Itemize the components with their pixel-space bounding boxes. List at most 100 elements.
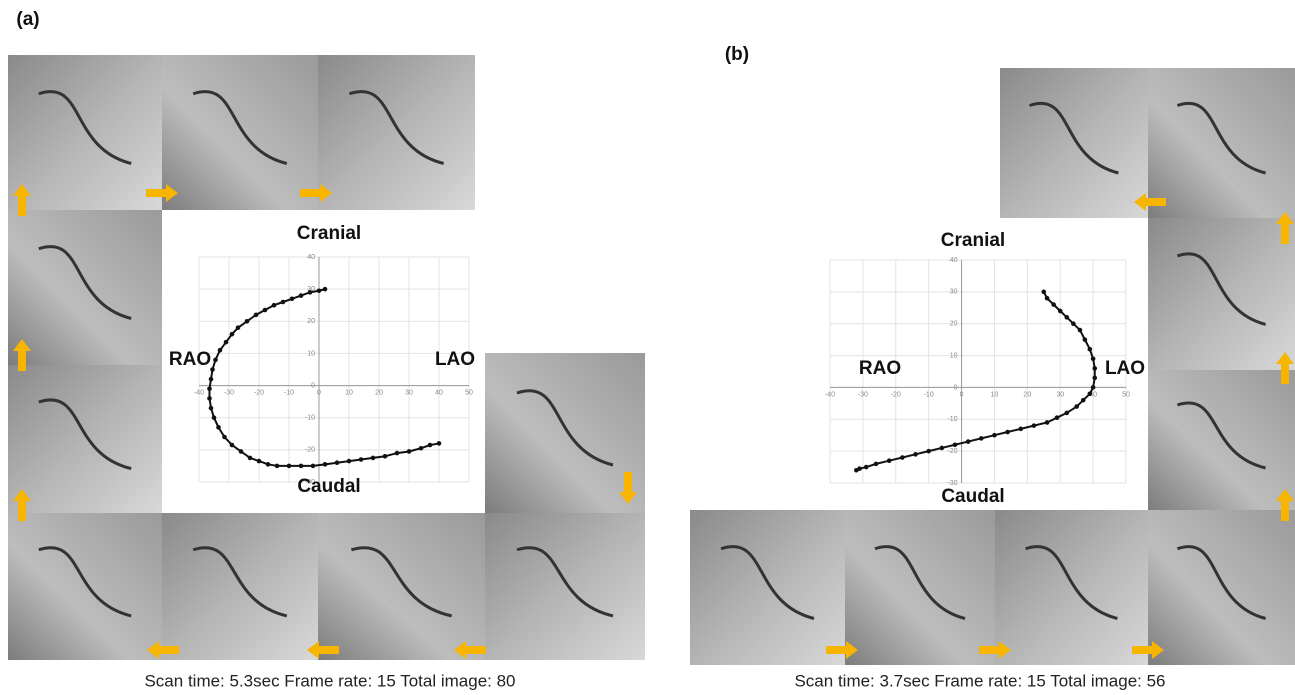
page: -40-30-20-1001020304050-30-20-1001020304… xyxy=(0,0,1295,695)
angiogram-image xyxy=(1000,68,1148,218)
trajectory-point xyxy=(1051,302,1056,307)
angiogram-image xyxy=(1148,510,1295,665)
trajectory-point xyxy=(1032,423,1037,428)
x-tick-label: 30 xyxy=(1056,391,1064,398)
caudal-label: Caudal xyxy=(941,486,1004,507)
trajectory-point xyxy=(245,319,250,324)
trajectory-point xyxy=(1045,420,1050,425)
trajectory-point xyxy=(900,455,905,460)
y-tick-label: 10 xyxy=(950,352,958,359)
y-tick-label: -20 xyxy=(305,447,315,454)
trajectory-point xyxy=(212,415,217,420)
angiogram-image xyxy=(485,513,645,660)
trajectory-point xyxy=(209,406,214,411)
trajectory-point xyxy=(395,451,400,456)
caption: Scan time: 3.7sec Frame rate: 15 Total i… xyxy=(794,671,1165,690)
trajectory-point xyxy=(1005,430,1010,435)
angiogram-image xyxy=(690,510,845,665)
angiogram-image xyxy=(162,55,318,210)
plot-area xyxy=(800,255,1141,488)
y-tick-label: 40 xyxy=(950,257,958,264)
y-tick-label: 40 xyxy=(307,254,315,261)
cranial-label: Cranial xyxy=(941,230,1005,251)
lao-label: LAO xyxy=(1105,358,1145,379)
trajectory-point xyxy=(236,325,241,330)
trajectory-point xyxy=(1083,337,1088,342)
angiogram-image xyxy=(1148,218,1295,370)
trajectory-point xyxy=(275,464,280,469)
trajectory-point xyxy=(992,433,997,438)
trajectory-point xyxy=(230,332,235,337)
trajectory-point xyxy=(371,456,376,461)
trajectory-point xyxy=(1091,356,1096,361)
trajectory-point xyxy=(1088,392,1093,397)
y-tick-label: 10 xyxy=(307,350,315,357)
trajectory-point xyxy=(207,386,212,391)
trajectory-point xyxy=(979,436,984,441)
trajectory-point xyxy=(1078,328,1083,333)
trajectory-point xyxy=(207,396,212,401)
trajectory-point xyxy=(407,449,412,454)
x-tick-label: -10 xyxy=(924,391,934,398)
trajectory-point xyxy=(287,464,292,469)
x-tick-label: -30 xyxy=(224,389,234,396)
trajectory-point xyxy=(263,308,268,313)
caption: Scan time: 5.3sec Frame rate: 15 Total i… xyxy=(144,671,515,690)
trajectory-point xyxy=(257,459,262,464)
angiogram-image xyxy=(485,353,645,513)
x-tick-label: 10 xyxy=(345,389,353,396)
y-tick-label: 20 xyxy=(307,318,315,325)
y-tick-label: -20 xyxy=(947,448,957,455)
angiogram-image xyxy=(1148,68,1295,218)
trajectory-point xyxy=(281,300,286,305)
caudal-label: Caudal xyxy=(297,476,360,497)
trajectory-point xyxy=(1058,309,1063,314)
trajectory-point xyxy=(266,462,271,467)
trajectory-point xyxy=(308,290,313,295)
trajectory-point xyxy=(383,454,388,459)
figure: -40-30-20-1001020304050-30-20-1001020304… xyxy=(0,0,1295,695)
trajectory-point xyxy=(248,456,253,461)
x-tick-label: -10 xyxy=(284,389,294,396)
trajectory-point xyxy=(218,348,223,353)
trajectory-point xyxy=(1065,315,1070,320)
rao-label: RAO xyxy=(859,358,901,379)
trajectory-point xyxy=(1074,404,1079,409)
x-tick-label: 50 xyxy=(1122,391,1130,398)
trajectory-point xyxy=(419,446,424,451)
x-tick-label: 20 xyxy=(1023,391,1031,398)
x-tick-label: 30 xyxy=(405,389,413,396)
trajectory-point xyxy=(216,425,221,430)
trajectory-point xyxy=(1018,427,1023,432)
lao-label: LAO xyxy=(435,349,475,370)
y-tick-label: 30 xyxy=(950,289,958,296)
x-tick-label: -40 xyxy=(825,391,835,398)
angiogram-image xyxy=(8,365,162,513)
angiogram-image xyxy=(8,513,162,660)
trajectory-point xyxy=(437,441,442,446)
panel-label: (a) xyxy=(16,9,39,30)
trajectory-point xyxy=(1088,347,1093,352)
angiogram-image xyxy=(162,513,318,660)
x-tick-label: -20 xyxy=(891,391,901,398)
trajectory-point xyxy=(940,446,945,451)
x-tick-label: 50 xyxy=(465,389,473,396)
rao-label: RAO xyxy=(169,349,211,370)
trajectory-point xyxy=(428,443,433,448)
trajectory-point xyxy=(335,460,340,465)
trajectory-point xyxy=(1041,290,1046,295)
y-tick-label: -10 xyxy=(947,416,957,423)
trajectory-point xyxy=(317,288,322,293)
trajectory-point xyxy=(299,293,304,298)
trajectory-point xyxy=(1081,398,1086,403)
trajectory-point xyxy=(926,449,931,454)
trajectory-point xyxy=(1045,296,1050,301)
y-tick-label: -10 xyxy=(305,415,315,422)
angiogram-image xyxy=(845,510,995,665)
trajectory-point xyxy=(347,459,352,464)
y-tick-label: 20 xyxy=(950,321,958,328)
trajectory-point xyxy=(290,296,295,301)
trajectory-point xyxy=(311,464,316,469)
trajectory-point xyxy=(1092,376,1097,381)
trajectory-point xyxy=(887,458,892,463)
